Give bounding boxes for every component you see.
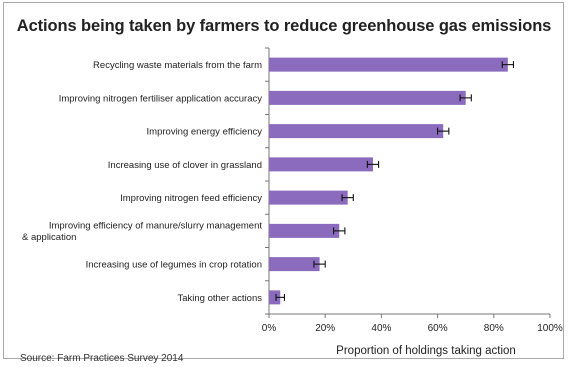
category-label: Recycling waste materials from the farm [93, 60, 262, 71]
category-label: Improving nitrogen feed efficiency [120, 193, 262, 204]
category-label: Increasing use of legumes in crop rotati… [86, 260, 262, 271]
bar [269, 57, 508, 72]
category-label: & application [22, 232, 76, 243]
x-tick-label: 100% [537, 323, 563, 334]
x-tick-label: 80% [484, 323, 504, 334]
category-label: Increasing use of clover in grassland [108, 160, 262, 171]
category-label: Improving efficiency of manure/slurry ma… [49, 221, 263, 232]
x-axis-label: Proportion of holdings taking action [336, 345, 516, 357]
x-tick-label: 60% [428, 323, 448, 334]
bar [269, 124, 444, 139]
bar [269, 90, 466, 105]
category-label: Improving energy efficiency [147, 127, 263, 138]
bar [269, 223, 340, 238]
x-tick-label: 0% [262, 323, 277, 334]
chart-title: Actions being taken by farmers to reduce… [16, 17, 552, 35]
source-note: Source: Farm Practices Survey 2014 [20, 353, 184, 364]
bar [269, 190, 348, 205]
category-label: Taking other actions [178, 293, 263, 304]
bar [269, 290, 281, 305]
category-label: Improving nitrogen fertiliser applicatio… [59, 93, 263, 104]
bar [269, 257, 320, 272]
x-tick-label: 40% [371, 323, 391, 334]
x-tick-label: 20% [315, 323, 335, 334]
bar [269, 157, 373, 172]
